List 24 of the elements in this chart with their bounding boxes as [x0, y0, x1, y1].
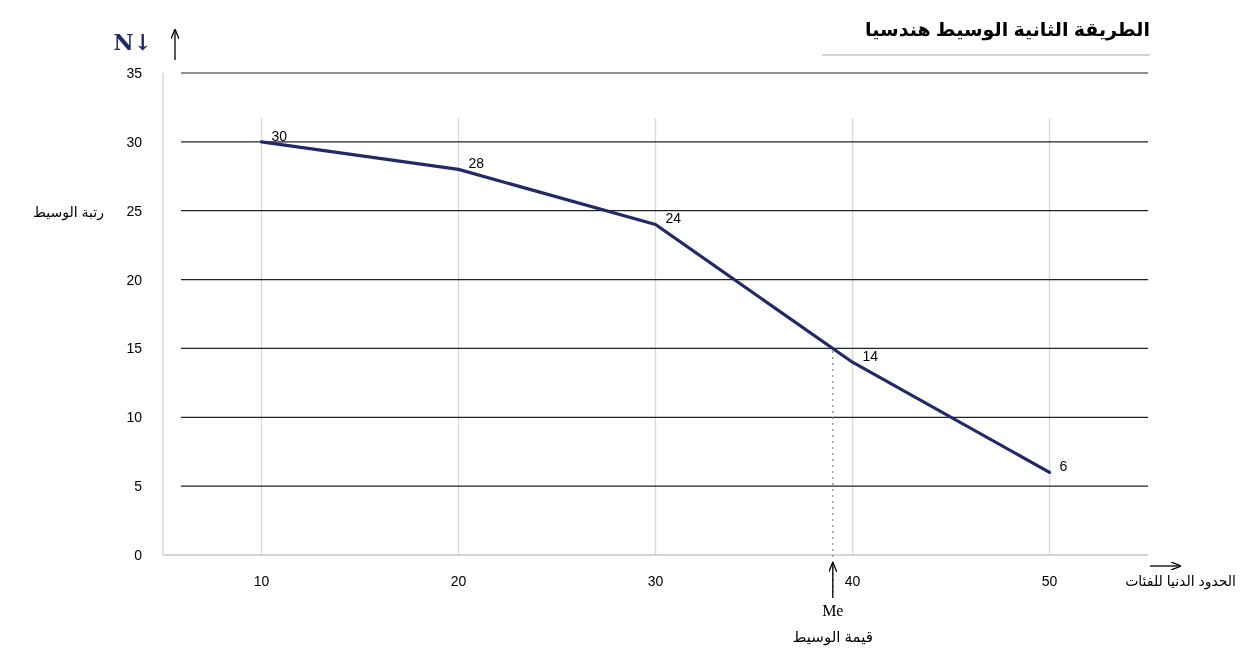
- data-label: 14: [862, 348, 879, 365]
- y-tick-label: 25: [126, 202, 143, 219]
- data-label: 6: [1059, 458, 1068, 475]
- y-tick-label: 10: [126, 409, 143, 426]
- y-tick-label: 20: [126, 271, 143, 288]
- chart-title: الطريقة الثانية الوسيط هندسيا: [865, 19, 1150, 41]
- y-tick-label: 15: [126, 340, 143, 357]
- x-axis-title: الحدود الدنيا للفئات: [1125, 573, 1236, 590]
- y-tick-label: 35: [126, 65, 143, 81]
- y-tick-label: 0: [134, 547, 143, 563]
- data-label: 24: [665, 210, 682, 227]
- y-axis-title: رتبة الوسيط: [33, 204, 104, 221]
- y-tick-label: 30: [126, 133, 143, 150]
- y-tick-label: 5: [134, 478, 143, 495]
- ref-line-label: Me: [822, 602, 844, 619]
- x-tick-label: 10: [253, 573, 270, 589]
- text: قيمة الوسيط: [792, 628, 873, 646]
- x-tick-label: 40: [844, 573, 861, 589]
- data-label: 28: [468, 155, 485, 172]
- data-label: 30: [271, 127, 288, 144]
- x-tick-label: 30: [647, 573, 664, 589]
- x-tick-label: 20: [450, 573, 467, 589]
- x-tick-label: 50: [1041, 573, 1058, 589]
- text: N↓: [113, 29, 152, 55]
